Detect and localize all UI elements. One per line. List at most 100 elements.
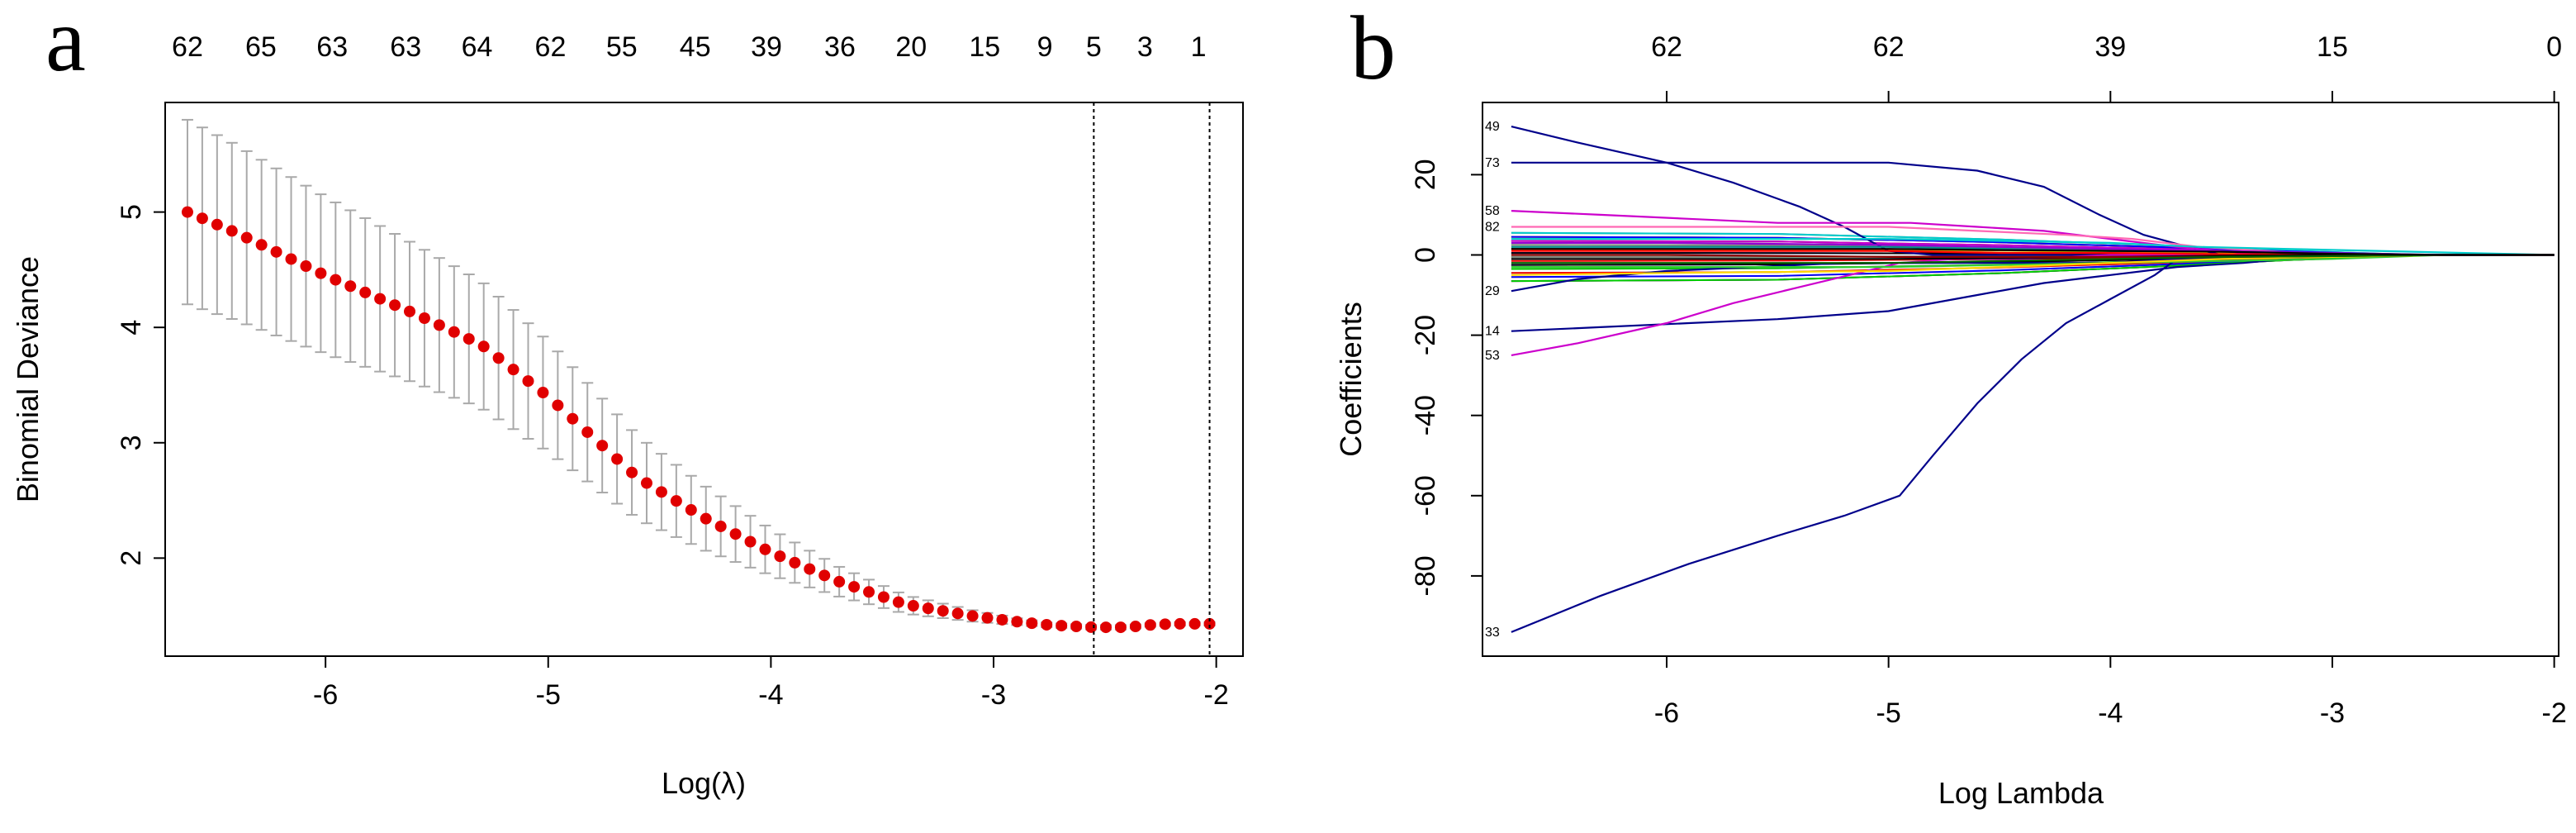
cv-point	[818, 569, 831, 582]
panel-a-y-label: Binomial Deviance	[11, 256, 45, 502]
cv-point	[1026, 617, 1038, 630]
cv-point	[181, 206, 193, 218]
cv-point	[863, 586, 875, 598]
top-count-label: 39	[2094, 31, 2126, 63]
cv-point	[685, 504, 697, 516]
cv-point	[1188, 617, 1201, 630]
x-tick-label: -3	[2320, 697, 2345, 729]
cv-point	[700, 512, 712, 525]
panel-a-points	[181, 206, 1216, 634]
panel-a-x-label: Log(λ)	[662, 766, 746, 800]
cv-point	[848, 581, 861, 593]
top-count-label: 62	[1873, 31, 1905, 63]
panel-b-x-label: Log Lambda	[1938, 776, 2104, 810]
top-count-label: 63	[316, 31, 348, 63]
cv-point	[1100, 621, 1112, 634]
panel-b-letter: b	[1350, 0, 1396, 98]
coef-path	[1511, 248, 2555, 256]
y-tick-label: 5	[116, 204, 147, 220]
cv-point	[567, 412, 579, 425]
panel-a-top-labels: 62 65 63 63 64 62 55 45 39 36 20 15 9 5 3 1	[172, 31, 1206, 63]
panel-b-x-axis: -6 -5 -4 -3 -2	[1654, 655, 2567, 729]
cv-point	[477, 340, 490, 353]
cv-point	[1174, 617, 1186, 630]
cv-point	[937, 605, 949, 617]
coef-path	[1511, 254, 2555, 633]
top-count-label: 5	[1086, 31, 1102, 63]
y-tick-label: -60	[1410, 475, 1441, 516]
cv-point	[981, 612, 994, 624]
panel-a-plot-frame	[164, 102, 1244, 657]
cv-point	[300, 260, 312, 273]
path-end-label: 82	[1485, 221, 1500, 235]
top-count-label: 20	[895, 31, 927, 63]
panel-a-error-bars	[181, 118, 1216, 631]
path-end-label: 58	[1485, 204, 1500, 218]
cv-point	[1114, 621, 1127, 634]
x-tick-label: -2	[2542, 697, 2567, 729]
cv-point	[655, 486, 667, 498]
y-tick-label: -80	[1410, 555, 1441, 596]
cv-point	[892, 596, 904, 608]
cv-point	[922, 602, 934, 615]
cv-point	[744, 536, 757, 548]
top-count-label: 45	[680, 31, 711, 63]
cv-point	[1056, 620, 1068, 632]
cv-point	[951, 607, 964, 620]
cv-point	[1144, 619, 1156, 631]
cv-point	[804, 563, 816, 575]
panel-b-plot-frame	[1482, 102, 2559, 657]
cv-point	[1041, 618, 1053, 631]
cv-point	[1203, 617, 1216, 630]
path-end-label: 33	[1485, 626, 1500, 640]
cv-point	[330, 274, 342, 286]
coef-path	[1511, 238, 2555, 256]
cv-point	[552, 399, 564, 412]
cv-point	[774, 550, 786, 563]
path-end-label: 53	[1485, 349, 1500, 363]
top-count-label: 62	[172, 31, 203, 63]
y-tick-label: 20	[1410, 159, 1441, 190]
cv-point	[789, 556, 801, 569]
cv-point	[596, 440, 609, 452]
cv-point	[463, 333, 475, 345]
coef-path	[1511, 126, 2555, 256]
y-tick-label: 3	[116, 435, 147, 450]
cv-point	[492, 352, 505, 364]
cv-point	[433, 319, 445, 331]
x-tick-label: -4	[758, 679, 783, 711]
cv-point	[640, 477, 652, 489]
cv-point	[240, 231, 253, 244]
x-tick-label: -3	[981, 679, 1006, 711]
top-count-label: 64	[462, 31, 493, 63]
x-tick-label: -5	[1876, 697, 1901, 729]
cv-point	[507, 364, 519, 376]
top-count-label: 39	[751, 31, 782, 63]
top-count-label: 62	[535, 31, 567, 63]
cv-point	[581, 426, 594, 438]
x-tick-label: -5	[536, 679, 561, 711]
cv-point	[359, 286, 372, 298]
cv-point	[877, 591, 890, 603]
panel-b-y-label: Coefficients	[1334, 302, 1368, 456]
path-end-label: 14	[1485, 325, 1500, 339]
cv-point	[611, 453, 624, 465]
top-count-label: 62	[1651, 31, 1682, 63]
cv-point	[404, 305, 416, 317]
panel-a-y-axis: 2 3 4 5	[116, 204, 166, 566]
y-tick-label: 4	[116, 320, 147, 336]
top-count-label: 55	[606, 31, 638, 63]
cv-point	[833, 575, 846, 588]
y-tick-label: -40	[1410, 395, 1441, 436]
panel-b-y-axis: 20 0 -20 -40 -60 -80	[1410, 159, 1483, 596]
cv-point	[537, 387, 549, 399]
cv-point	[522, 375, 534, 388]
panel-b-side-labels: 49 73 58 82 29 14 53 33	[1485, 120, 1500, 640]
top-count-label: 15	[2317, 31, 2348, 63]
top-count-label: 36	[824, 31, 856, 63]
cv-point	[418, 312, 430, 325]
panel-b-coefficient-paths	[1511, 126, 2555, 633]
cv-point	[1129, 621, 1141, 633]
